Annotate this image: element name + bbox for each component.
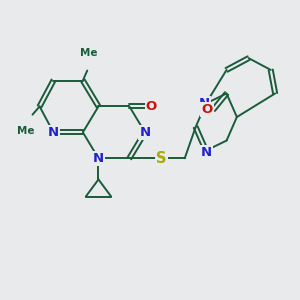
Text: N: N	[200, 146, 211, 159]
Text: Me: Me	[17, 126, 34, 136]
Text: O: O	[146, 100, 157, 113]
Text: N: N	[140, 126, 151, 139]
Text: N: N	[199, 97, 210, 110]
Text: N: N	[93, 152, 104, 165]
Text: S: S	[156, 151, 166, 166]
Text: O: O	[201, 103, 212, 116]
Text: Me: Me	[80, 48, 98, 58]
Text: N: N	[48, 126, 59, 139]
